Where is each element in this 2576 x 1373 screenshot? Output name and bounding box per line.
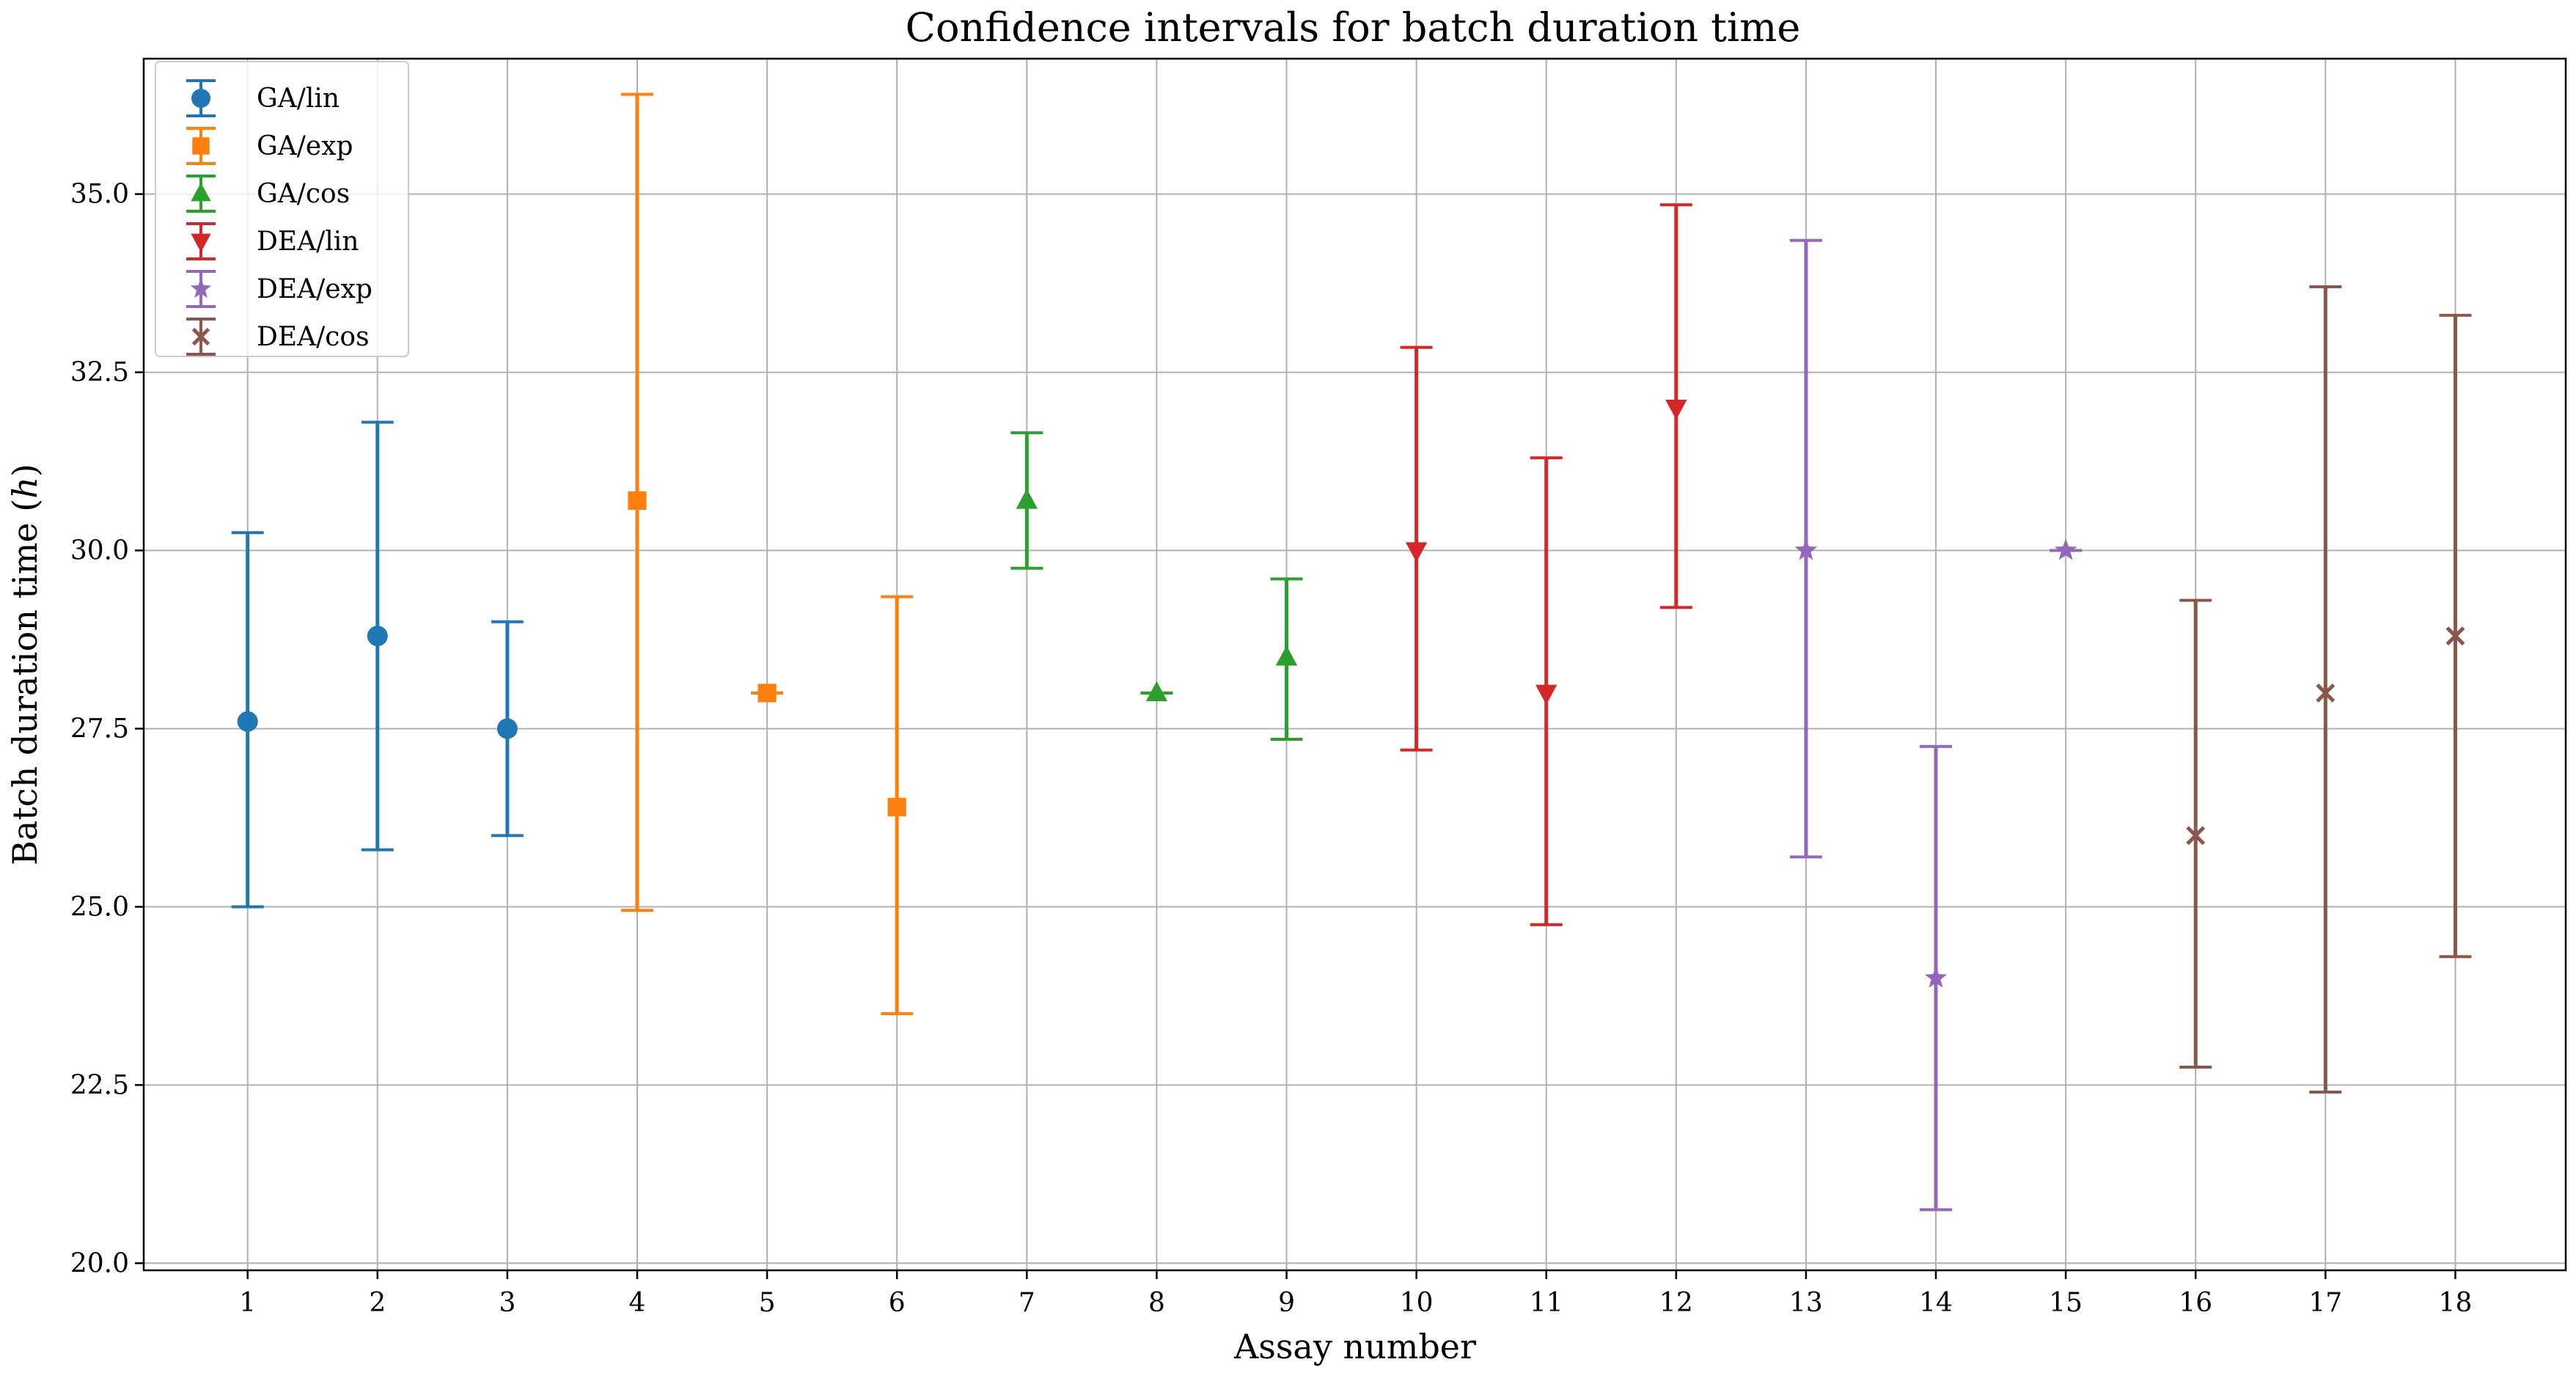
x-tick-label: 18 xyxy=(2439,1288,2473,1318)
x-tick-label: 2 xyxy=(369,1288,386,1318)
data-point-marker xyxy=(496,718,518,739)
legend-label: DEA/lin xyxy=(257,227,359,257)
legend: GA/lin GA/exp GA/cos DEA/lin DEA/exp DEA/cos xyxy=(155,61,409,357)
x-marker-stroke xyxy=(2445,626,2465,646)
y-tick-label: 20.0 xyxy=(70,1248,129,1278)
y-tick-label: 25.0 xyxy=(70,892,129,922)
errorbar-point xyxy=(491,620,524,838)
legend-item: GA/exp xyxy=(186,127,353,165)
x-tick-label: 9 xyxy=(1278,1288,1295,1318)
y-axis-label-var: h xyxy=(5,477,45,499)
legend-marker xyxy=(191,89,210,108)
errorbar-point xyxy=(881,595,914,1016)
legend-marker xyxy=(191,233,211,252)
data-point-marker xyxy=(367,626,388,647)
x-tick-label: 10 xyxy=(1400,1288,1434,1318)
x-axis-label: Assay number xyxy=(1233,1327,1476,1366)
errorbar-point xyxy=(1270,577,1303,742)
errorbar-point xyxy=(1789,238,1822,859)
x-tick-label: 12 xyxy=(1659,1288,1693,1318)
errorbar-point xyxy=(1920,744,1953,1212)
legend-marker xyxy=(192,137,210,155)
data-point-marker xyxy=(628,491,647,510)
x-tick-label: 15 xyxy=(2049,1288,2083,1318)
ticks-layer: 20.022.525.027.530.032.535.01 2 3 4 5 6 7 8 9 10 1… xyxy=(70,180,2473,1318)
data-point-marker xyxy=(2054,538,2077,560)
data-point-marker xyxy=(237,711,258,732)
y-tick-label: 30.0 xyxy=(70,536,129,566)
y-tick-label: 27.5 xyxy=(70,714,129,744)
x-marker-stroke xyxy=(191,327,210,346)
errorbar-point xyxy=(2050,538,2083,560)
errorbar-point xyxy=(231,531,264,909)
errorbar-point xyxy=(361,420,394,852)
legend-label: GA/exp xyxy=(257,131,353,161)
data-point-marker xyxy=(1665,399,1687,420)
x-tick-label: 6 xyxy=(889,1288,906,1318)
x-tick-label: 1 xyxy=(239,1288,256,1318)
chart-title: Confidence intervals for batch duration … xyxy=(906,4,1801,51)
errorbar-point xyxy=(620,92,653,912)
errorbar-point xyxy=(2309,285,2342,1094)
errorbar-point xyxy=(1530,456,1563,926)
x-tick-label: 4 xyxy=(629,1288,646,1318)
errorbar-point xyxy=(1010,431,1043,570)
legend-item: DEA/cos xyxy=(186,318,370,356)
x-marker-stroke xyxy=(2186,826,2206,846)
y-tick-label: 32.5 xyxy=(70,358,129,388)
y-axis-label: Batch duration time (h) xyxy=(5,464,45,865)
legend-item: GA/cos xyxy=(186,175,350,213)
data-point-marker xyxy=(1924,966,1948,988)
y-tick-label: 35.0 xyxy=(70,180,129,210)
data-point-marker xyxy=(2445,626,2465,646)
legend-item: GA/lin xyxy=(186,79,340,117)
legend-marker xyxy=(191,327,210,346)
legend-box xyxy=(155,61,409,357)
x-tick-label: 17 xyxy=(2308,1288,2342,1318)
legend-marker xyxy=(190,278,212,299)
data-point-marker xyxy=(1405,542,1428,563)
errorbar-point xyxy=(1400,345,1433,752)
errorbar-point xyxy=(1140,681,1173,702)
data-point-marker xyxy=(1016,488,1038,509)
data-point-marker xyxy=(1145,681,1168,702)
plot-frame xyxy=(142,57,2567,1272)
legend-label: GA/lin xyxy=(257,84,340,114)
x-tick-label: 16 xyxy=(2179,1288,2212,1318)
y-axis-label-end: ) xyxy=(5,464,45,477)
data-point-marker xyxy=(1275,645,1298,666)
errorbar-layer xyxy=(231,92,2472,1212)
x-tick-label: 3 xyxy=(499,1288,515,1318)
legend-marker xyxy=(191,183,211,202)
x-tick-label: 13 xyxy=(1789,1288,1823,1318)
x-tick-label: 11 xyxy=(1530,1288,1563,1318)
data-point-marker xyxy=(887,797,906,816)
data-point-marker xyxy=(2316,683,2335,703)
x-tick-label: 8 xyxy=(1148,1288,1165,1318)
y-axis-label-main: Batch duration time ( xyxy=(5,499,45,865)
x-tick-label: 7 xyxy=(1019,1288,1035,1318)
data-point-marker xyxy=(2186,826,2206,846)
legend-item: DEA/lin xyxy=(186,222,359,260)
errorbar-point xyxy=(1659,203,1692,609)
y-tick-label: 22.5 xyxy=(70,1070,129,1100)
data-point-marker xyxy=(1535,684,1557,705)
legend-item: DEA/exp xyxy=(186,270,373,308)
errorbar-point xyxy=(751,684,784,703)
errorbar-point xyxy=(2179,598,2212,1069)
errorbar-point xyxy=(2439,313,2472,959)
x-tick-label: 14 xyxy=(1919,1288,1953,1318)
data-point-marker xyxy=(757,684,777,703)
data-point-marker xyxy=(1794,538,1818,560)
x-tick-label: 5 xyxy=(759,1288,776,1318)
legend-label: GA/cos xyxy=(257,179,350,209)
legend-label: DEA/cos xyxy=(257,322,370,352)
legend-label: DEA/exp xyxy=(257,274,373,304)
x-marker-stroke xyxy=(2316,683,2335,703)
